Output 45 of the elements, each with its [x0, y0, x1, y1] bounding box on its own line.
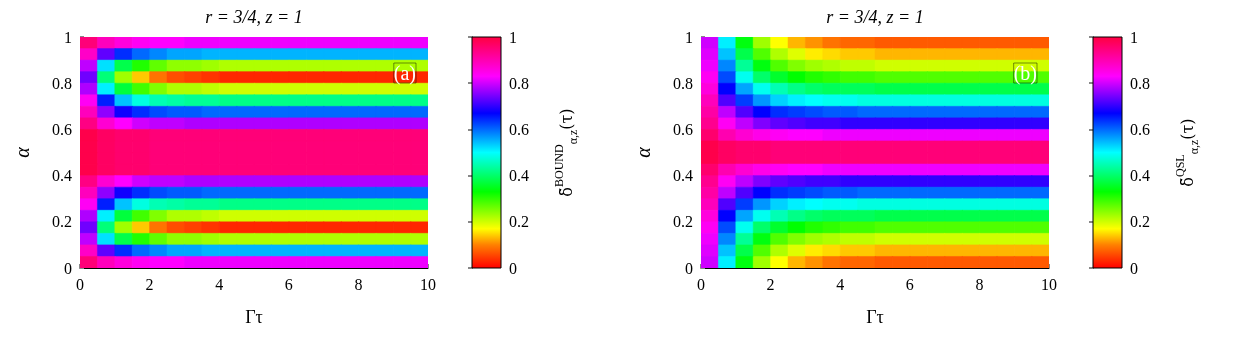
- color-bar-label: 0.4: [1130, 167, 1150, 185]
- x-tick-label: 4: [215, 275, 224, 293]
- chart-title: r = 3/4, z = 1: [826, 7, 924, 27]
- color-bar-label: 0.2: [509, 213, 529, 231]
- y-tick-label: 0.4: [673, 167, 693, 185]
- x-tick-label: 6: [284, 275, 293, 293]
- color-bar-label: 0.8: [1130, 74, 1150, 92]
- color-bar-label: 0.8: [509, 74, 529, 92]
- y-tick-label: 0: [685, 259, 693, 277]
- y-tick-label: 0: [64, 259, 72, 277]
- annotation: (b): [1013, 62, 1037, 85]
- y-tick-label: 0.2: [52, 213, 72, 231]
- chart-title: r = 3/4, z = 1: [205, 7, 303, 27]
- x-tick-label: 0: [76, 275, 84, 293]
- x-axis-title: Γτ: [866, 307, 884, 327]
- color-bar-label: 0.6: [1130, 120, 1150, 138]
- x-axis-title: Γτ: [245, 307, 263, 327]
- color-bar-label: 0: [509, 259, 517, 277]
- color-bar-label: 0: [1130, 259, 1138, 277]
- color-bar-label: 1: [1130, 28, 1138, 46]
- y-tick-label: 1: [685, 28, 693, 46]
- y-tick-label: 0.2: [673, 213, 693, 231]
- x-tick-label: 2: [145, 275, 154, 293]
- color-bar-label: 1: [509, 28, 517, 46]
- x-tick-label: 6: [905, 275, 914, 293]
- y-axis-title: α: [632, 146, 654, 158]
- x-tick-label: 8: [354, 275, 363, 293]
- x-tick-label: 8: [975, 275, 984, 293]
- color-bar-label: 0.6: [509, 120, 529, 138]
- color-bar-label: 0.4: [509, 167, 529, 185]
- y-tick-label: 0.6: [52, 120, 72, 138]
- x-tick-label: 0: [697, 275, 705, 293]
- x-tick-label: 4: [836, 275, 845, 293]
- color-bar-label: 0.2: [1130, 213, 1150, 231]
- y-tick-label: 0.4: [52, 167, 72, 185]
- y-tick-label: 0.6: [673, 120, 693, 138]
- color-bar-title: δ̃BOUNDα,z(τ): [552, 108, 580, 197]
- y-tick-label: 1: [64, 28, 72, 46]
- y-tick-label: 0.8: [673, 74, 693, 92]
- color-bar-title: δ̃QSLα,z(τ): [1173, 118, 1201, 187]
- x-tick-label: 10: [420, 275, 436, 293]
- y-axis-title: α: [11, 146, 33, 158]
- x-tick-label: 2: [766, 275, 775, 293]
- x-tick-label: 10: [1041, 275, 1057, 293]
- y-tick-label: 0.8: [52, 74, 72, 92]
